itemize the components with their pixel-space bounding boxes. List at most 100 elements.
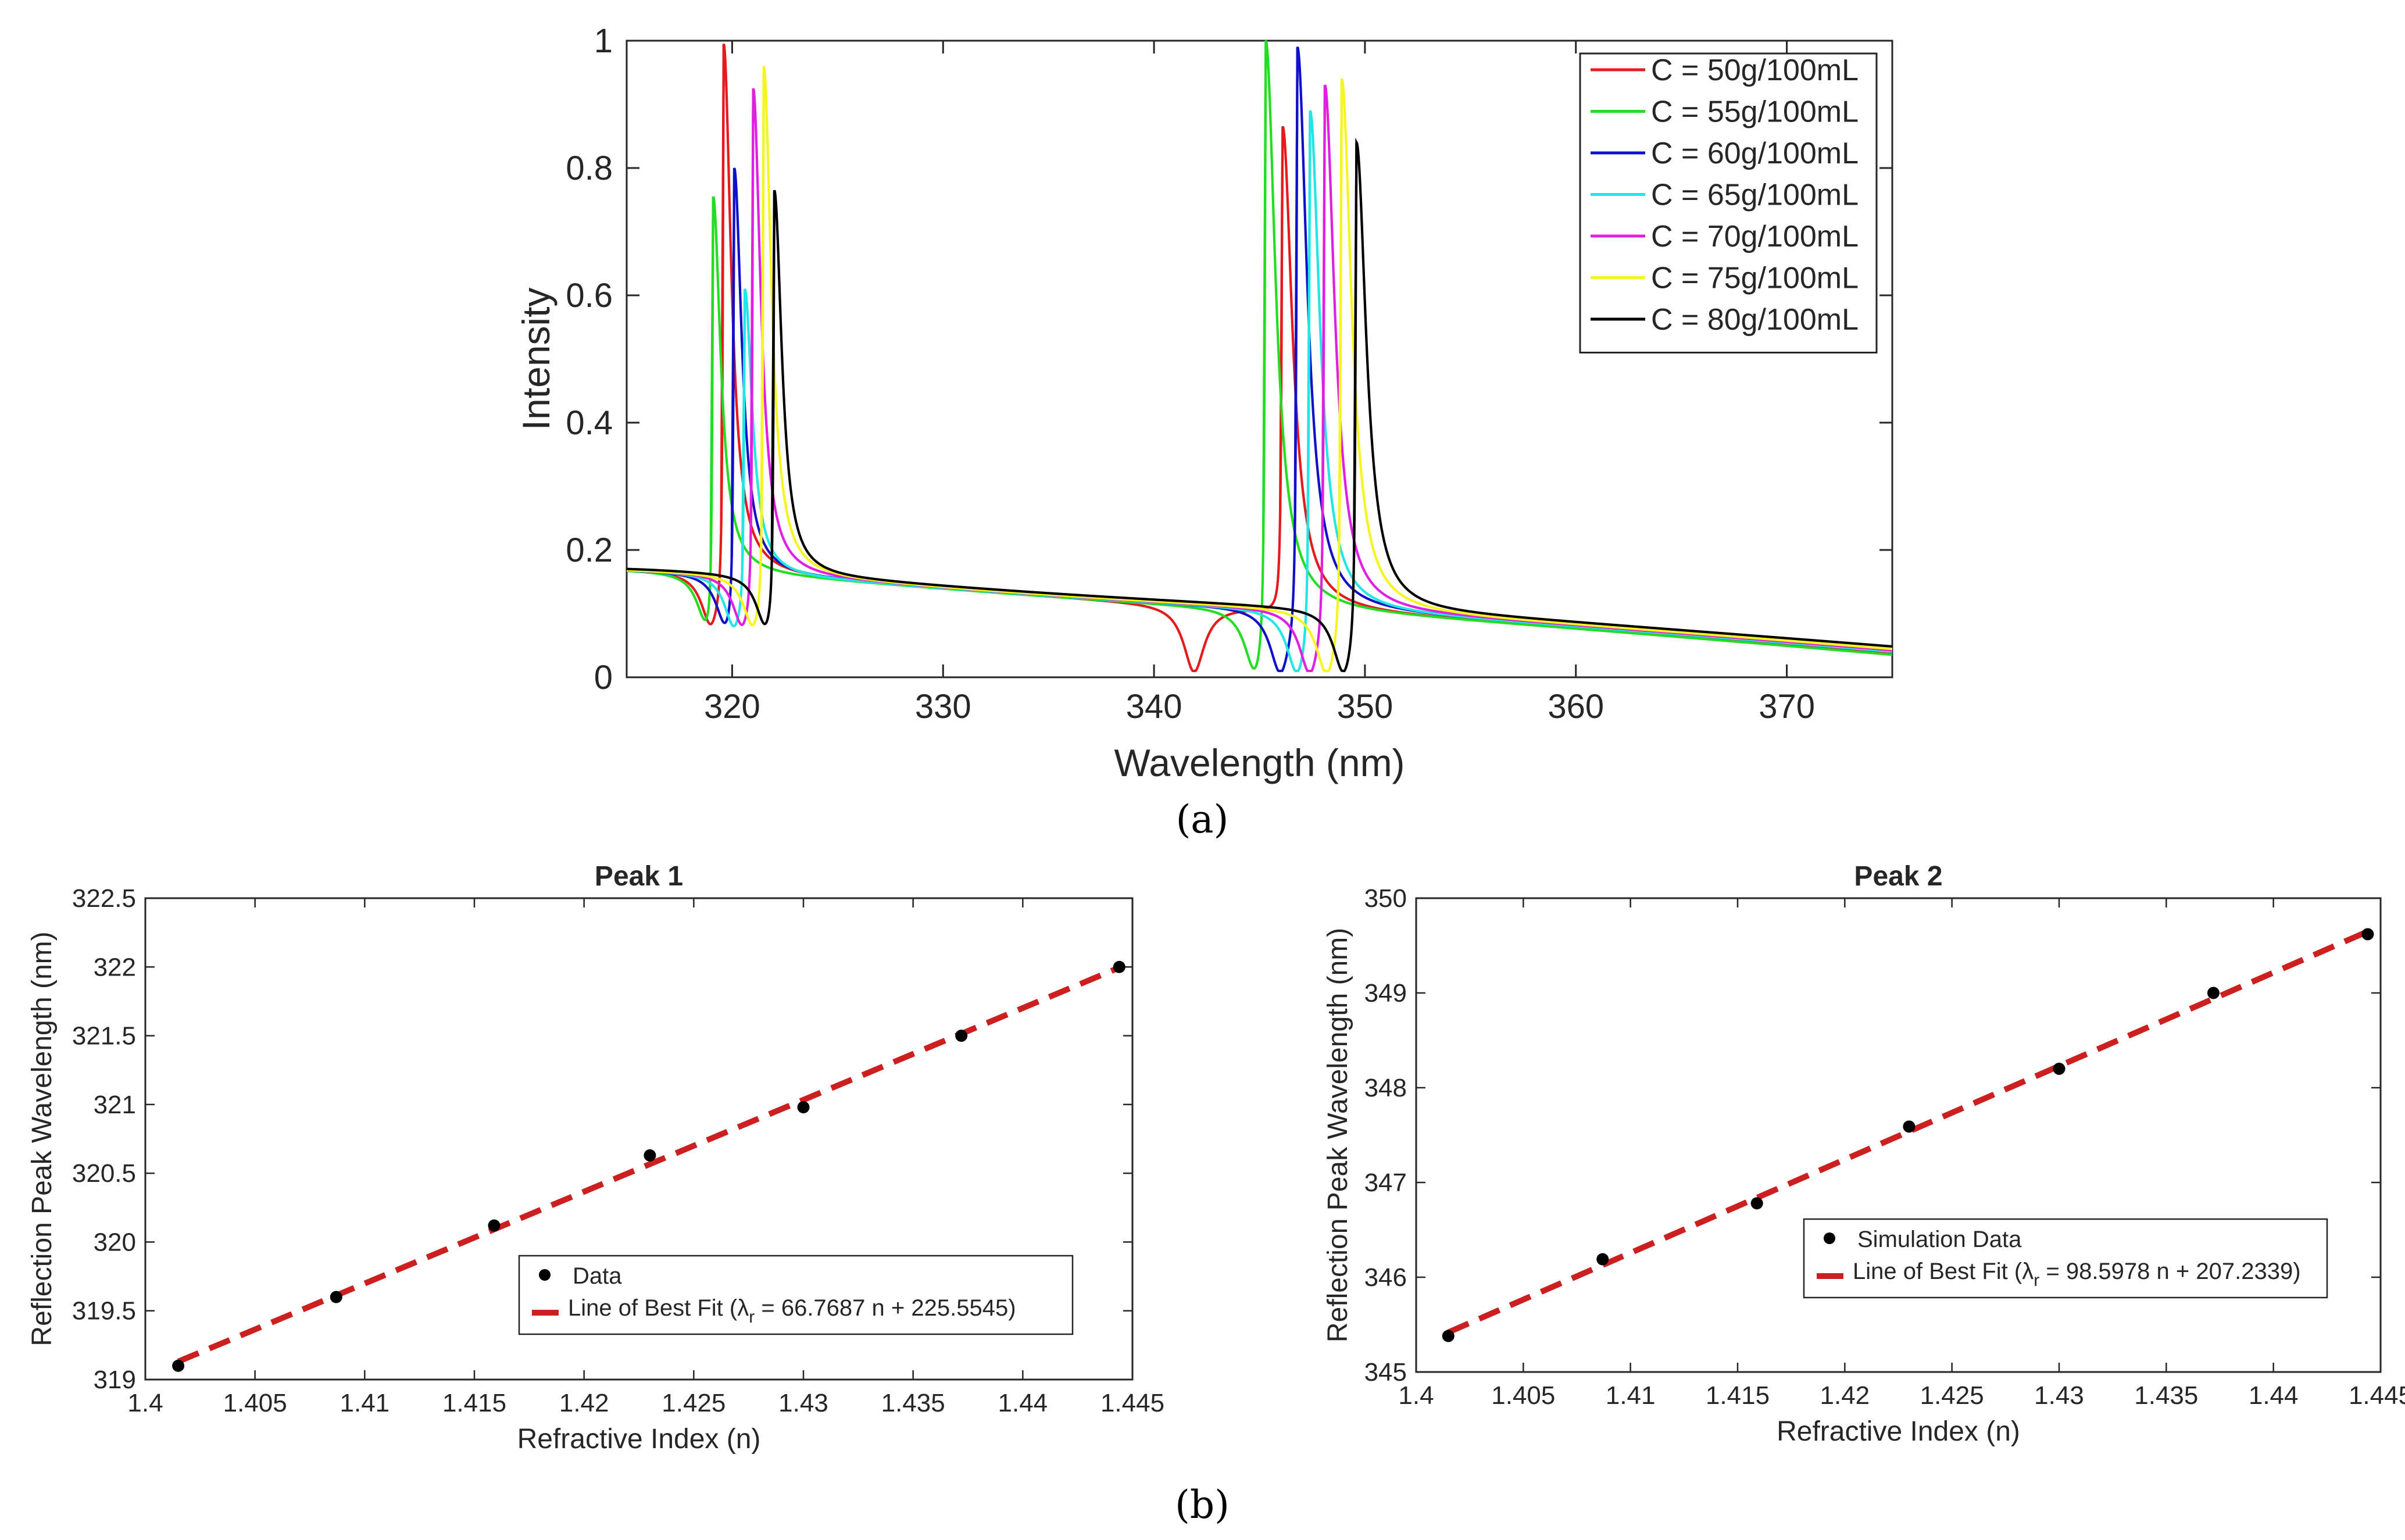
series-peak2-7 <box>1352 142 1360 558</box>
y-tick-label-1: 319 <box>94 1366 136 1394</box>
y-tick-label-a: 0.2 <box>566 531 613 569</box>
legend-fit-symbol-2: λ <box>2022 1259 2034 1284</box>
legend-data-label-2: Simulation Data <box>1857 1227 2022 1252</box>
x-axis-label-a: Wavelength (nm) <box>1114 741 1405 784</box>
peak1-chart: Peak 1 1.4 1.405 1.41 1.415 1.42 1.425 1.43 1.43… <box>27 861 1164 1455</box>
x-tick-label-1: 1.445 <box>1100 1389 1164 1417</box>
series-peak1-5 <box>749 88 757 541</box>
y-tick-label-1: 321.5 <box>72 1022 136 1051</box>
y-tick-label-2: 346 <box>1364 1263 1407 1292</box>
caption-b: (b) <box>1175 1482 1230 1527</box>
y-tick-label-a: 1 <box>594 22 613 60</box>
x-axis-label-1: Refractive Index (n) <box>517 1424 761 1455</box>
data-point-1-3 <box>488 1219 501 1232</box>
series-peak2-2 <box>1262 40 1270 544</box>
series-line-7 <box>627 137 1892 673</box>
x-tick-label-a: 320 <box>704 688 760 726</box>
x-axis-label-2: Refractive Index (n) <box>1777 1416 2020 1447</box>
y-axis-label-1: Reflection Peak Wavelength (nm) <box>27 931 58 1346</box>
legend-fit-subscript-1: r <box>749 1307 755 1327</box>
legend-fit-prefix-1: Line of Best Fit ( <box>568 1295 738 1321</box>
series-peak1-7 <box>770 190 778 562</box>
series-peak2-6 <box>1338 78 1345 539</box>
data-point-1-1 <box>172 1359 185 1372</box>
x-tick-label-1: 1.42 <box>559 1389 609 1417</box>
y-tick-label-a: 0.4 <box>566 404 613 442</box>
y-tick-label-1: 320 <box>94 1228 136 1256</box>
x-tick-label-1: 1.435 <box>881 1389 945 1417</box>
legend-2 <box>1803 1218 2328 1299</box>
x-tick-label-1: 1.44 <box>998 1389 1048 1417</box>
series-peak1-3 <box>730 167 738 558</box>
y-tick-label-2: 348 <box>1364 1074 1407 1102</box>
legend-fit-subscript-2: r <box>2034 1271 2039 1290</box>
data-point-2-2 <box>1596 1253 1609 1266</box>
x-tick-label-a: 370 <box>1759 688 1815 726</box>
y-tick-label-a: 0.6 <box>566 277 613 315</box>
x-tick-label-a: 350 <box>1337 688 1393 726</box>
legend-label-7: C = 80g/100mL <box>1651 303 1859 337</box>
x-tick-label-1: 1.43 <box>778 1389 828 1417</box>
data-point-1-5 <box>797 1101 810 1114</box>
y-tick-label-1: 322 <box>94 953 136 981</box>
x-tick-label-2: 1.44 <box>2249 1381 2299 1410</box>
y-tick-label-1: 320.5 <box>72 1159 136 1188</box>
caption-a: (a) <box>1176 797 1229 842</box>
data-point-1-2 <box>330 1291 342 1303</box>
legend-label-6: C = 75g/100mL <box>1651 262 1859 295</box>
data-point-2-7 <box>2361 928 2374 941</box>
legend-fit-label-1: Line of Best Fit (λr = 66.7687 n + 225.5… <box>568 1295 1016 1327</box>
legend-data-marker-2 <box>1824 1232 1835 1244</box>
x-tick-label-2: 1.405 <box>1491 1381 1555 1410</box>
legend-fit-suffix-2: = 98.5978 n + 207.2339) <box>2039 1259 2300 1284</box>
y-tick-label-2: 347 <box>1364 1169 1407 1197</box>
legend-fit-symbol-1: λ <box>737 1295 749 1321</box>
series-peak1-4 <box>741 288 748 570</box>
x-tick-label-1: 1.4 <box>127 1389 163 1417</box>
legend-data-label-1: Data <box>573 1263 622 1289</box>
data-point-1-6 <box>955 1030 968 1042</box>
y-tick-label-a: 0 <box>594 659 613 696</box>
legend-fit-suffix-1: = 66.7687 n + 225.5545) <box>755 1295 1016 1321</box>
series-line-6 <box>627 66 1892 673</box>
x-tick-label-2: 1.43 <box>2034 1381 2084 1410</box>
data-point-2-3 <box>1750 1197 1763 1210</box>
legend-fit-prefix-2: Line of Best Fit ( <box>1853 1259 2022 1284</box>
legend-fit-label-2: Line of Best Fit (λr = 98.5978 n + 207.2… <box>1853 1259 2301 1290</box>
data-point-2-5 <box>2053 1062 2065 1075</box>
legend-label-5: C = 70g/100mL <box>1651 220 1859 253</box>
legend-label-1: C = 50g/100mL <box>1651 53 1859 87</box>
x-tick-label-2: 1.445 <box>2349 1381 2405 1410</box>
legend-label-3: C = 60g/100mL <box>1651 137 1859 170</box>
data-point-2-6 <box>2207 987 2220 999</box>
x-tick-label-a: 360 <box>1548 688 1604 726</box>
series-peak2-5 <box>1321 85 1328 540</box>
x-tick-label-1: 1.415 <box>442 1389 506 1417</box>
legend-label-2: C = 55g/100mL <box>1651 95 1859 129</box>
y-tick-label-2: 349 <box>1364 979 1407 1007</box>
chart-title-2: Peak 2 <box>1854 861 1942 892</box>
y-tick-label-a: 0.8 <box>566 149 613 187</box>
x-tick-label-2: 1.42 <box>1820 1381 1870 1410</box>
x-tick-label-2: 1.435 <box>2134 1381 2198 1410</box>
x-tick-label-2: 1.425 <box>1920 1381 1984 1410</box>
x-tick-label-a: 340 <box>1126 688 1182 726</box>
data-point-2-1 <box>1442 1330 1455 1342</box>
peak2-chart: Peak 2 1.4 1.405 1.41 1.415 1.42 1.425 1.43 1.43… <box>1323 861 2405 1447</box>
legend-1 <box>518 1255 1074 1335</box>
series-peak1-2 <box>709 196 717 567</box>
x-tick-label-1: 1.405 <box>223 1389 287 1417</box>
legend-data-marker-1 <box>539 1269 551 1281</box>
y-tick-label-1: 319.5 <box>72 1297 136 1325</box>
y-tick-label-1: 322.5 <box>72 884 136 913</box>
x-tick-label-a: 330 <box>915 688 971 726</box>
spectrum-chart: 320 330 340 350 360 370 0 0.2 0.4 0.6 0.8 1 Waveleng… <box>514 22 1893 784</box>
y-tick-label-1: 321 <box>94 1091 136 1119</box>
data-point-1-7 <box>1113 960 1125 973</box>
data-point-1-4 <box>644 1149 656 1162</box>
legend-a <box>1579 52 1878 353</box>
series-peak2-4 <box>1306 110 1314 552</box>
y-axis-label-a: Intensity <box>514 288 558 431</box>
x-tick-label-1: 1.425 <box>662 1389 726 1417</box>
